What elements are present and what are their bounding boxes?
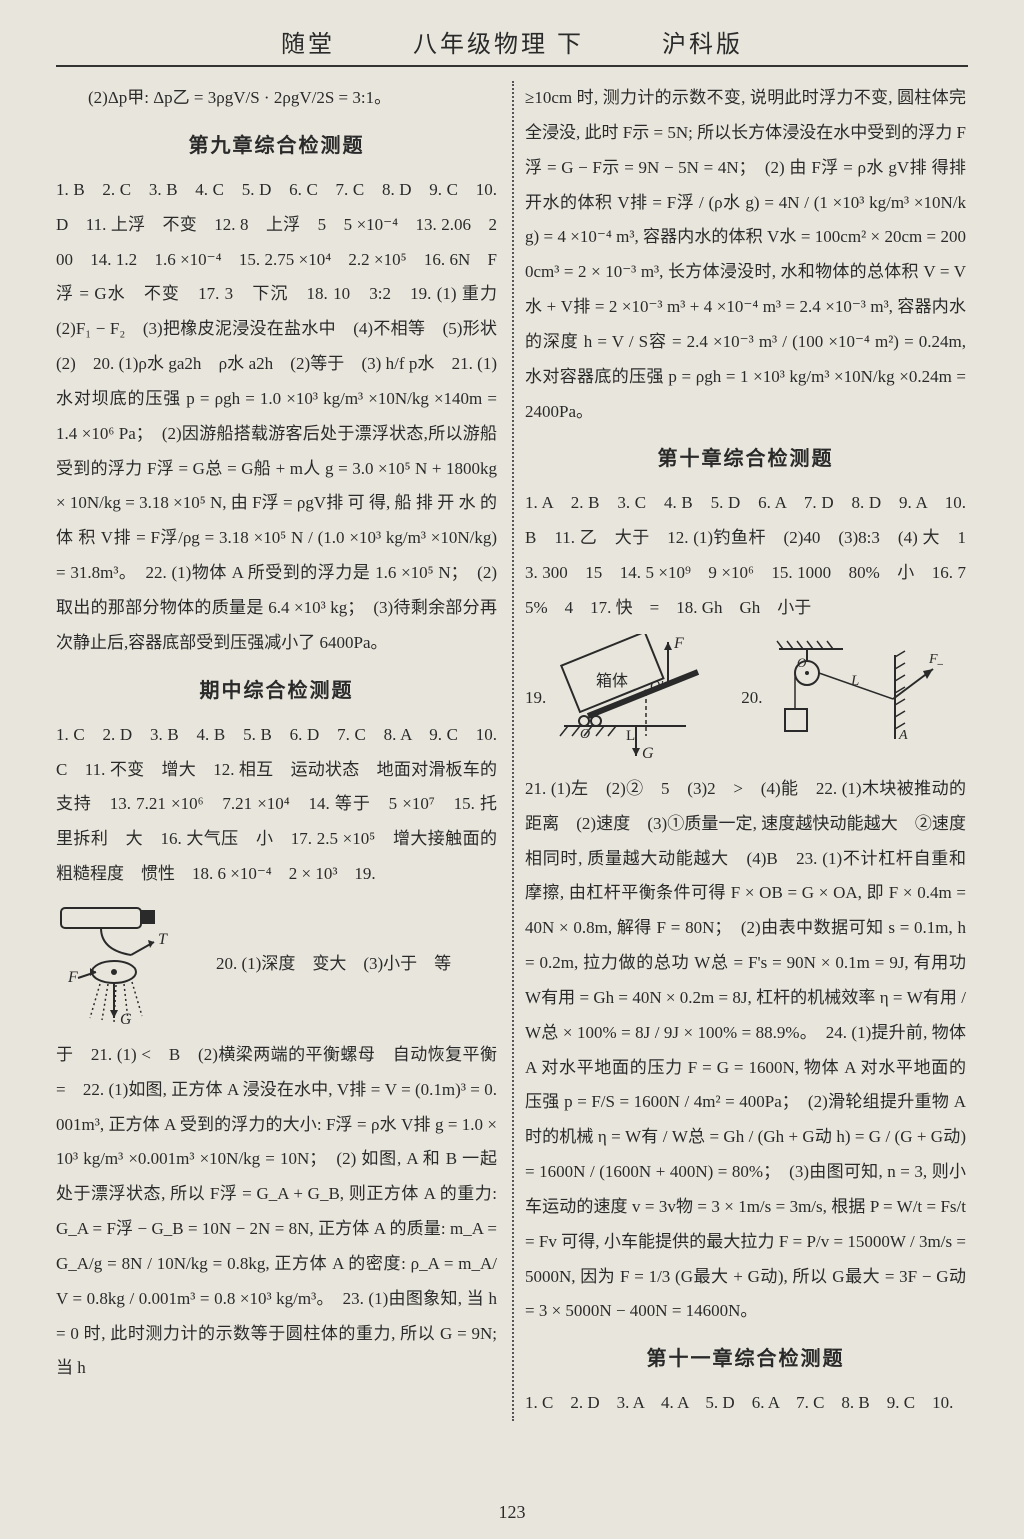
page: 随堂 八年级物理 下 沪科版 (2)Δp甲: Δp乙 = 3ρgV/S · 2ρ… [0, 0, 1024, 1451]
left-column: (2)Δp甲: Δp乙 = 3ρgV/S · 2ρgV/2S = 3:1。 第九… [56, 81, 511, 1421]
q20-label: 20. [741, 681, 762, 716]
svg-text:G: G [642, 745, 654, 762]
midterm-body-1: 1. C 2. D 3. B 4. B 5. B 6. D 7. C 8. A … [56, 718, 497, 892]
intro-line: (2)Δp甲: Δp乙 = 3ρgV/S · 2ρgV/2S = 3:1。 [56, 81, 497, 116]
ch11-body: 1. C 2. D 3. A 4. A 5. D 6. A 7. C 8. B … [525, 1386, 966, 1421]
svg-text:G: G [120, 1011, 132, 1028]
section-title-ch10: 第十章综合检测题 [525, 439, 966, 480]
svg-text:O: O [580, 727, 590, 742]
ch10-body-2: 21. (1)左 (2)② 5 (3)2 > (4)能 22. (1)木块被推动… [525, 772, 966, 1330]
q20-inline-text: 20. (1)深度 变大 (3)小于 等 [216, 947, 497, 982]
svg-text:F: F [673, 635, 684, 652]
ch10-body-1: 1. A 2. B 3. C 4. B 5. D 6. A 7. D 8. D … [525, 486, 966, 625]
section-title-midterm: 期中综合检测题 [56, 671, 497, 712]
q19-label: 19. [525, 681, 546, 716]
svg-text:O: O [797, 655, 807, 670]
section-title-ch11: 第十一章综合检测题 [525, 1339, 966, 1380]
pulley-diagram: O L [773, 639, 943, 759]
svg-text:L: L [850, 673, 859, 689]
svg-text:F: F [67, 969, 78, 986]
page-header: 随堂 八年级物理 下 沪科版 [56, 24, 968, 67]
svg-text:A: A [898, 728, 908, 743]
svg-text:L: L [626, 728, 635, 744]
ch9-body: 1. B 2. C 3. B 4. C 5. D 6. C 7. C 8. D … [56, 173, 497, 661]
figures-19-20-row: 19. 箱体 [525, 634, 966, 764]
columns: (2)Δp甲: Δp乙 = 3ρgV/S · 2ρgV/2S = 3:1。 第九… [56, 81, 968, 1421]
figure-19-row: T F [56, 900, 497, 1030]
svg-text:箱体: 箱体 [596, 672, 628, 690]
page-number: 123 [0, 1502, 1024, 1523]
svg-text:F_A: F_A [928, 652, 943, 667]
cont-body: ≥10cm 时, 测力计的示数不变, 说明此时浮力不变, 圆柱体完全浸没, 此时… [525, 81, 966, 429]
lever-box-diagram: 箱体 O O' F G L [556, 634, 731, 764]
section-title-ch9: 第九章综合检测题 [56, 126, 497, 167]
faucet-diagram: T F [56, 900, 206, 1030]
header-left: 随堂 [281, 32, 335, 58]
header-middle: 八年级物理 下 [413, 32, 584, 58]
header-right: 沪科版 [662, 32, 743, 58]
column-divider [512, 81, 514, 1421]
right-column: ≥10cm 时, 测力计的示数不变, 说明此时浮力不变, 圆柱体完全浸没, 此时… [511, 81, 966, 1421]
midterm-body-2: 于 21. (1) < B (2)横梁两端的平衡螺母 自动恢复平衡 = 22. … [56, 1038, 497, 1386]
svg-text:O': O' [650, 679, 664, 694]
svg-text:T: T [158, 931, 168, 948]
